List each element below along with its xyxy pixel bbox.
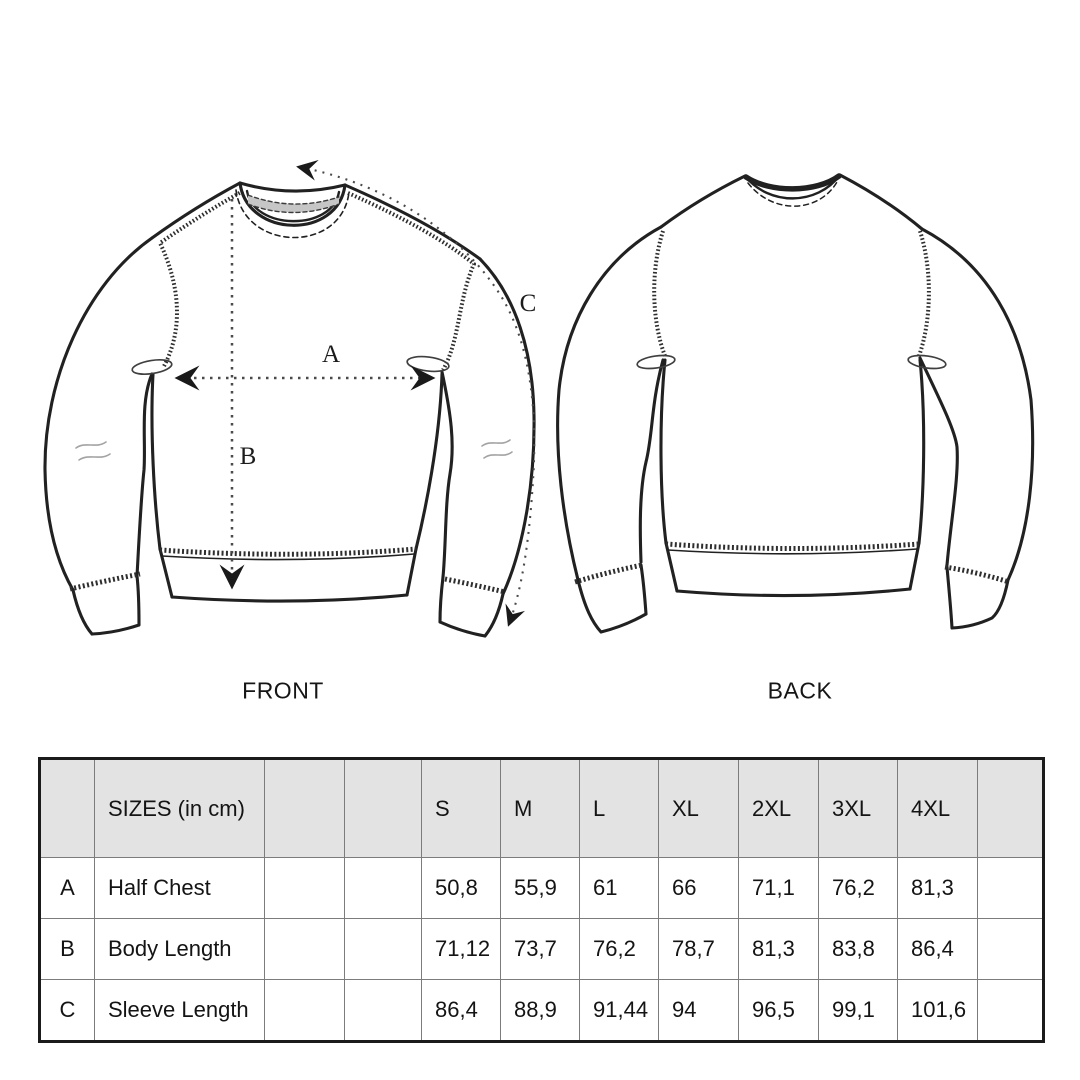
front-right-shoulder-stitch bbox=[347, 191, 476, 371]
front-body bbox=[150, 372, 444, 603]
size-value-cell: 91,44 bbox=[579, 979, 659, 1042]
empty-cell bbox=[264, 857, 345, 919]
size-value-cell: 101,6 bbox=[897, 979, 978, 1042]
back-armpit-marks bbox=[636, 354, 947, 370]
size-value-cell: 55,9 bbox=[500, 857, 580, 919]
size-table-row: A Half Chest 50,8 55,9 61 66 71,1 76,2 81,3 bbox=[39, 857, 1044, 919]
measurement-name-cell: Half Chest bbox=[94, 857, 265, 919]
measurement-name-cell: Sleeve Length bbox=[94, 979, 265, 1042]
empty-cell bbox=[344, 918, 422, 980]
empty-cell bbox=[344, 979, 422, 1042]
measure-b-label: B bbox=[239, 443, 257, 470]
back-waistband bbox=[664, 541, 921, 598]
front-shoulders bbox=[150, 181, 482, 371]
back-left-cuff bbox=[576, 563, 648, 634]
measurement-lines bbox=[174, 159, 536, 627]
size-value-cell: 78,7 bbox=[658, 918, 739, 980]
size-value-cell: 86,4 bbox=[897, 918, 978, 980]
back-right-armhole-stitch bbox=[917, 230, 931, 357]
back-view-label: BACK bbox=[767, 677, 833, 704]
size-value-cell: 71,12 bbox=[421, 918, 501, 980]
front-elbow-marks bbox=[75, 439, 513, 461]
back-left-armhole-stitch bbox=[652, 230, 667, 357]
empty-cell bbox=[977, 979, 1044, 1042]
size-value-cell: 50,8 bbox=[421, 857, 501, 919]
front-left-shoulder-stitch bbox=[158, 189, 244, 369]
back-left-sleeve bbox=[556, 225, 665, 634]
front-waistband-stitch bbox=[159, 546, 417, 557]
size-column-header: L bbox=[579, 758, 659, 858]
size-value-cell: 94 bbox=[658, 979, 739, 1042]
size-value-cell: 76,2 bbox=[579, 918, 659, 980]
size-value-cell: 76,2 bbox=[818, 857, 898, 919]
front-left-cuff bbox=[71, 574, 141, 636]
size-table-header-row: SIZES (in cm) S M L XL 2XL 3XL 4XL bbox=[39, 758, 1044, 858]
size-column-header: 4XL bbox=[897, 758, 978, 858]
size-table-row: B Body Length 71,12 73,7 76,2 78,7 81,3 83,8 86,… bbox=[39, 918, 1044, 980]
measurement-letter-cell: C bbox=[39, 979, 95, 1042]
size-value-cell: 86,4 bbox=[421, 979, 501, 1042]
empty-header-cell bbox=[977, 758, 1044, 858]
size-value-cell: 96,5 bbox=[738, 979, 819, 1042]
size-column-header: M bbox=[500, 758, 580, 858]
empty-cell bbox=[977, 918, 1044, 980]
size-column-header: 2XL bbox=[738, 758, 819, 858]
size-value-cell: 73,7 bbox=[500, 918, 580, 980]
size-table-title-cell: SIZES (in cm) bbox=[94, 758, 265, 858]
empty-cell bbox=[264, 918, 345, 980]
size-table-header: SIZES (in cm) S M L XL 2XL 3XL 4XL bbox=[39, 758, 1044, 858]
empty-header-cell bbox=[39, 758, 95, 858]
back-body bbox=[659, 358, 926, 598]
back-collar bbox=[743, 173, 842, 207]
size-table-body: A Half Chest 50,8 55,9 61 66 71,1 76,2 81,3 B Body… bbox=[39, 857, 1044, 1042]
size-column-header: 3XL bbox=[818, 758, 898, 858]
measurement-letter-cell: B bbox=[39, 918, 95, 980]
size-table: SIZES (in cm) S M L XL 2XL 3XL 4XL A Half Chest 5… bbox=[38, 757, 1045, 1043]
back-collar-topstitch bbox=[747, 181, 838, 207]
empty-cell bbox=[344, 857, 422, 919]
size-value-cell: 66 bbox=[658, 857, 739, 919]
front-right-cuff-stitch bbox=[444, 576, 506, 595]
size-value-cell: 81,3 bbox=[738, 918, 819, 980]
empty-cell bbox=[977, 857, 1044, 919]
size-value-cell: 99,1 bbox=[818, 979, 898, 1042]
size-value-cell: 83,8 bbox=[818, 918, 898, 980]
back-waistband-stitch bbox=[665, 541, 920, 551]
garment-diagram bbox=[43, 159, 1035, 638]
measurement-letter-cell: A bbox=[39, 857, 95, 919]
back-right-cuff bbox=[945, 565, 1010, 630]
back-right-sleeve bbox=[918, 227, 1035, 630]
empty-header-cell bbox=[344, 758, 422, 858]
front-armpit-marks bbox=[131, 355, 450, 375]
size-value-cell: 81,3 bbox=[897, 857, 978, 919]
back-view-drawing bbox=[556, 173, 1035, 634]
measure-c-curve bbox=[296, 159, 536, 627]
front-view-drawing bbox=[43, 159, 536, 638]
front-left-sleeve bbox=[43, 236, 154, 636]
measure-a-label: A bbox=[321, 341, 341, 368]
empty-cell bbox=[264, 979, 345, 1042]
measure-c-label: C bbox=[519, 290, 537, 317]
size-value-cell: 71,1 bbox=[738, 857, 819, 919]
front-left-cuff-stitch bbox=[69, 571, 141, 592]
back-shoulders bbox=[652, 173, 931, 357]
size-table-row: C Sleeve Length 86,4 88,9 91,44 94 96,5 99,1 101… bbox=[39, 979, 1044, 1042]
size-column-header: XL bbox=[658, 758, 739, 858]
back-left-cuff-stitch bbox=[574, 562, 643, 585]
front-collar bbox=[235, 181, 350, 239]
size-column-header: S bbox=[421, 758, 501, 858]
size-value-cell: 88,9 bbox=[500, 979, 580, 1042]
back-right-cuff-stitch bbox=[944, 564, 1010, 585]
empty-header-cell bbox=[264, 758, 345, 858]
measurement-name-cell: Body Length bbox=[94, 918, 265, 980]
size-value-cell: 61 bbox=[579, 857, 659, 919]
front-view-label: FRONT bbox=[242, 677, 324, 704]
